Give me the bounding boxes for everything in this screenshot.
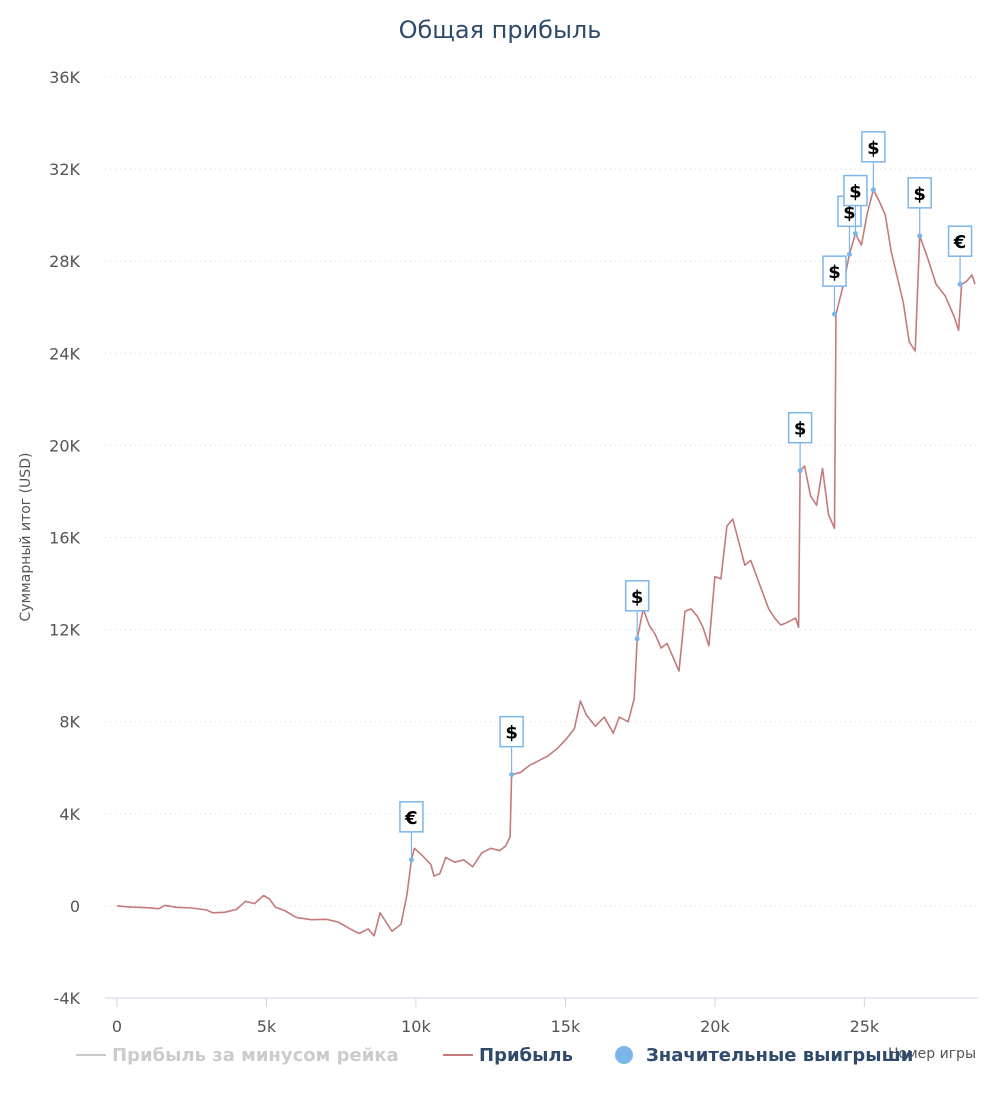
y-tick-label: 32K bbox=[49, 160, 80, 179]
flag-label: $ bbox=[843, 202, 856, 223]
legend-item-rake-profit[interactable]: Прибыль за минусом рейка bbox=[76, 1045, 399, 1066]
y-tick-label: 0 bbox=[70, 897, 80, 916]
y-axis-title: Суммарный итог (USD) bbox=[18, 453, 34, 622]
chart-title: Общая прибыль bbox=[399, 16, 602, 44]
x-tick-label: 20k bbox=[700, 1017, 730, 1036]
significant-win-flag[interactable]: $ bbox=[861, 131, 886, 193]
x-axis: 0 5k 10k 15k 20k 25k bbox=[105, 997, 978, 1036]
flag-point bbox=[917, 233, 923, 239]
flag-point bbox=[852, 231, 858, 237]
legend-label: Прибыль bbox=[479, 1045, 573, 1066]
series-line-profit[interactable] bbox=[116, 189, 976, 937]
flag-point bbox=[797, 468, 803, 474]
flag-box bbox=[787, 411, 813, 444]
significant-win-flag[interactable]: $ bbox=[624, 580, 650, 642]
y-axis-ticks: -4K 0 4K 8K 12K 16K 20K 24K 28K 32K 36K bbox=[49, 68, 80, 1008]
significant-win-flag[interactable]: $ bbox=[822, 255, 847, 317]
flag-label: $ bbox=[849, 182, 862, 203]
significant-wins-markers: €$$$$$$$$€ bbox=[399, 131, 973, 863]
flag-point bbox=[870, 187, 876, 193]
flag-label: $ bbox=[631, 587, 644, 608]
significant-win-flag[interactable]: € bbox=[399, 801, 424, 863]
grid-layer bbox=[105, 76, 978, 907]
flag-point bbox=[634, 636, 640, 642]
flag-box bbox=[947, 225, 973, 257]
flag-box bbox=[822, 255, 847, 287]
flag-point bbox=[957, 281, 963, 287]
y-tick-label: -4K bbox=[54, 989, 81, 1008]
y-tick-label: 28K bbox=[49, 252, 80, 271]
legend-marker-swatch bbox=[615, 1046, 633, 1064]
significant-win-flag[interactable]: $ bbox=[907, 177, 932, 239]
flag-box bbox=[861, 131, 886, 163]
flag-label: $ bbox=[794, 419, 807, 440]
flag-point bbox=[831, 311, 837, 317]
flag-point bbox=[408, 857, 414, 863]
flag-point bbox=[846, 251, 852, 257]
flag-label: $ bbox=[828, 262, 841, 283]
y-tick-label: 24K bbox=[49, 344, 80, 363]
flag-box bbox=[624, 580, 650, 612]
x-tick-label: 25k bbox=[850, 1017, 880, 1036]
flag-box bbox=[843, 174, 868, 207]
y-tick-label: 36K bbox=[49, 68, 80, 87]
flag-box bbox=[399, 801, 424, 833]
flag-label: € bbox=[953, 232, 967, 253]
x-tick-label: 10k bbox=[401, 1017, 431, 1036]
y-tick-label: 8K bbox=[59, 713, 80, 732]
legend-item-significant-wins[interactable]: Значительные выигрыши bbox=[615, 1045, 913, 1066]
y-tick-label: 4K bbox=[59, 805, 80, 824]
flag-point bbox=[509, 772, 515, 778]
significant-win-flag[interactable]: $ bbox=[499, 715, 524, 778]
y-tick-label: 20K bbox=[49, 436, 80, 455]
legend-label: Значительные выигрыши bbox=[646, 1045, 913, 1066]
significant-win-flag[interactable]: $ bbox=[787, 411, 813, 474]
x-tick-label: 0 bbox=[112, 1017, 122, 1036]
significant-win-flag[interactable]: $ bbox=[843, 174, 868, 237]
legend-item-profit[interactable]: Прибыль bbox=[443, 1045, 573, 1066]
legend-label: Прибыль за минусом рейка bbox=[112, 1045, 399, 1066]
x-tick-label: 5k bbox=[257, 1017, 277, 1036]
x-axis-title: Номер игры bbox=[888, 1046, 976, 1062]
flag-box bbox=[907, 177, 932, 209]
y-tick-label: 12K bbox=[49, 621, 80, 640]
flag-label: € bbox=[404, 808, 418, 829]
flag-box bbox=[499, 715, 524, 748]
y-tick-label: 16K bbox=[49, 529, 80, 548]
x-tick-label: 15k bbox=[551, 1017, 581, 1036]
flag-label: $ bbox=[913, 184, 926, 205]
significant-win-flag[interactable]: € bbox=[947, 225, 973, 287]
legend: Прибыль за минусом рейка Прибыль Значите… bbox=[76, 1045, 913, 1066]
plot-area bbox=[116, 189, 976, 937]
flag-label: $ bbox=[867, 138, 880, 159]
flag-label: $ bbox=[505, 723, 518, 744]
